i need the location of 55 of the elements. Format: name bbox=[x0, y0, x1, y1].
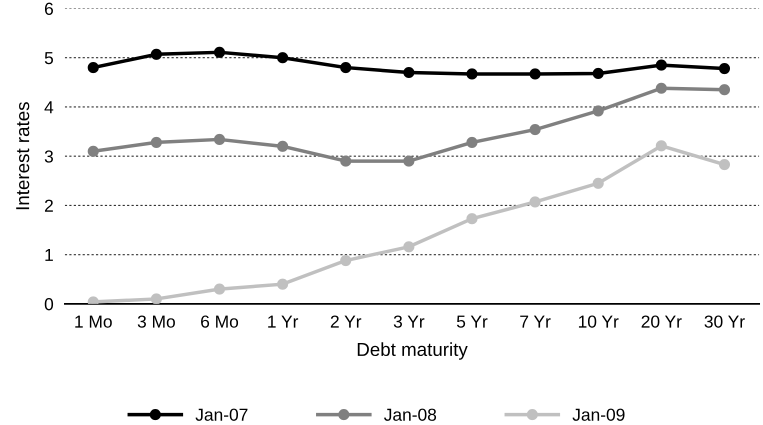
x-tick-label: 10 Yr bbox=[578, 315, 619, 328]
point bbox=[214, 46, 226, 58]
point bbox=[466, 68, 478, 80]
point bbox=[150, 48, 162, 60]
x-axis-title: Debt maturity bbox=[358, 342, 468, 360]
point bbox=[150, 136, 162, 148]
point bbox=[656, 140, 667, 152]
point bbox=[277, 140, 288, 152]
point bbox=[403, 241, 414, 252]
point bbox=[340, 254, 352, 266]
point bbox=[214, 134, 226, 146]
y-tick-label: 6 bbox=[44, 2, 53, 15]
y-tick-label: 4 bbox=[44, 101, 54, 114]
point bbox=[530, 124, 541, 136]
y-tick-label: 3 bbox=[44, 150, 53, 163]
x-tick-label: 20 Yr bbox=[642, 315, 682, 328]
point bbox=[718, 63, 730, 74]
point bbox=[592, 178, 604, 189]
point bbox=[466, 213, 478, 224]
point bbox=[592, 68, 604, 80]
x-tick-label: 3 Mo bbox=[138, 315, 175, 328]
x-tick-label: 3 Yr bbox=[394, 315, 424, 328]
point bbox=[277, 278, 288, 290]
x-tick-label: 7 Yr bbox=[520, 316, 551, 328]
point bbox=[403, 156, 414, 167]
x-tick-label: 6 Mo bbox=[201, 315, 238, 328]
x-tick-label: 1 Mo bbox=[75, 316, 112, 328]
point bbox=[277, 52, 288, 64]
legend-label: Jan-08 bbox=[384, 408, 436, 421]
x-tick-label: 5 Yr bbox=[456, 316, 488, 328]
y-tick-label: 0 bbox=[44, 298, 54, 310]
y-tick-label: 2 bbox=[44, 200, 53, 212]
y-tick-label: 5 bbox=[44, 52, 54, 64]
point bbox=[214, 284, 226, 295]
legend-label: Jan-07 bbox=[196, 408, 248, 421]
point bbox=[403, 66, 414, 78]
x-tick-label: 1 Yr bbox=[268, 316, 298, 328]
point bbox=[88, 146, 99, 157]
point bbox=[88, 62, 99, 74]
point bbox=[656, 82, 667, 94]
y-axis-title: Interest rates bbox=[16, 102, 30, 210]
point bbox=[530, 196, 541, 208]
point bbox=[718, 84, 730, 96]
x-tick-label: 2 Yr bbox=[330, 315, 362, 328]
legend-label: Jan-09 bbox=[572, 408, 625, 421]
point bbox=[718, 159, 730, 170]
point bbox=[592, 105, 604, 116]
point bbox=[340, 156, 352, 167]
x-tick-label: 30 Yr bbox=[704, 315, 745, 328]
point bbox=[150, 293, 162, 304]
point bbox=[530, 68, 541, 80]
point bbox=[466, 136, 478, 148]
y-tick-label: 1 bbox=[45, 248, 53, 261]
point bbox=[656, 60, 667, 71]
point bbox=[340, 62, 352, 74]
